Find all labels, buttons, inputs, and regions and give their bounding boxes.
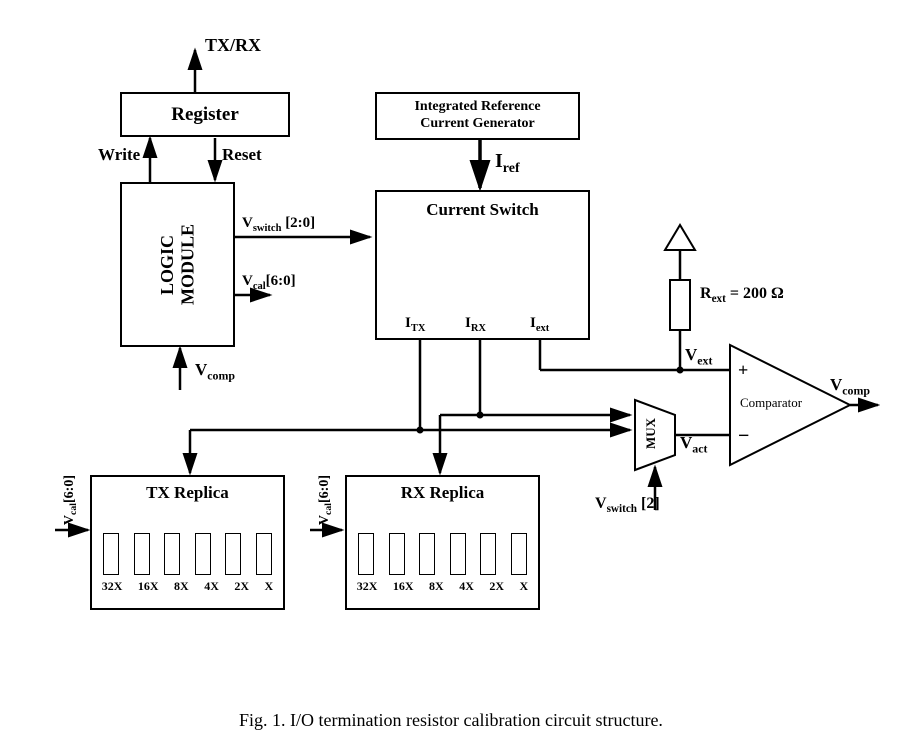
resistor-icon [389,533,405,575]
tx-replica-label: TX Replica [146,483,229,503]
iext-label: Iext [530,315,549,334]
resistor-icon [195,533,211,575]
resistor-icon [419,533,435,575]
vswitch-label: Vswitch [2:0] [242,215,315,234]
mux-label: MUX [643,418,659,449]
resistor-icon [511,533,527,575]
reset-label: Reset [222,145,262,165]
txrx-label: TX/RX [205,35,261,56]
logic-module-label: LOGICMODULE [157,224,198,305]
vcomp-in-label: Vcomp [195,360,235,383]
current-switch-label: Current Switch [426,200,539,220]
rx-vcal-label: Vcal[6:0] [317,475,334,525]
vswitch2-label: Vswitch [2] [595,495,660,515]
rx-resistor-row [347,533,538,575]
resistor-icon [164,533,180,575]
itx-label: ITX [405,315,425,334]
logic-module-block: LOGICMODULE [120,182,235,347]
write-label: Write [98,145,140,165]
rx-res-labels: 32X 16X 8X 4X 2X X [347,579,538,594]
vcal-out-label: Vcal[6:0] [242,273,296,292]
iref-label: Iref [495,150,520,177]
comparator-plus: + [738,360,748,381]
resistor-icon [225,533,241,575]
rext-label: Rext = 200 Ω [700,285,784,305]
comparator-minus: − [738,425,749,448]
register-block: Register [120,92,290,137]
circuit-diagram: Register LOGICMODULE Integrated Referenc… [20,20,880,700]
tx-vcal-label: Vcal[6:0] [62,475,79,525]
irx-label: IRX [465,315,486,334]
resistor-icon [450,533,466,575]
ref-gen-line2: Current Generator [420,116,534,133]
resistor-icon [480,533,496,575]
tx-res-labels: 32X 16X 8X 4X 2X X [92,579,283,594]
resistor-icon [256,533,272,575]
vact-label: Vact [680,433,707,456]
tx-replica-block: TX Replica 32X 16X 8X 4X 2X X [90,475,285,610]
comparator-label: Comparator [740,395,802,411]
vext-label: Vext [685,345,712,368]
figure-caption: Fig. 1. I/O termination resistor calibra… [20,710,882,731]
resistor-icon [358,533,374,575]
resistor-icon [134,533,150,575]
ref-current-gen-block: Integrated Reference Current Generator [375,92,580,140]
ref-gen-line1: Integrated Reference [414,99,540,116]
resistor-icon [103,533,119,575]
tx-resistor-row [92,533,283,575]
vcomp-out-label: Vcomp [830,375,870,398]
rx-replica-block: RX Replica 32X 16X 8X 4X 2X X [345,475,540,610]
rx-replica-label: RX Replica [401,483,485,503]
